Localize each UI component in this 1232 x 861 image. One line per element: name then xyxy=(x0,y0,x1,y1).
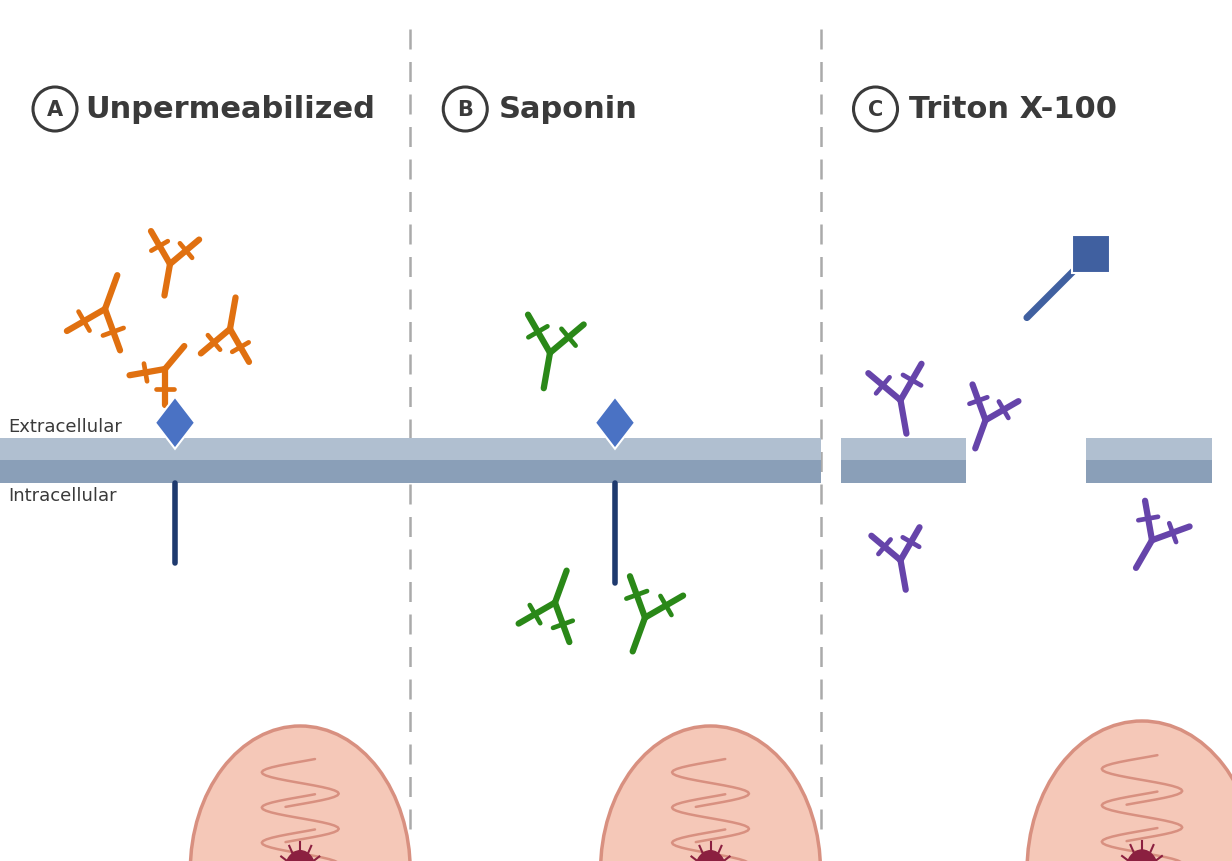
Ellipse shape xyxy=(695,851,726,861)
Bar xyxy=(410,438,821,461)
Ellipse shape xyxy=(1027,722,1232,861)
Polygon shape xyxy=(155,397,195,449)
Bar xyxy=(1072,236,1110,274)
Bar xyxy=(1087,461,1212,483)
Text: Unpermeabilized: Unpermeabilized xyxy=(85,96,375,124)
Ellipse shape xyxy=(600,726,821,861)
Bar xyxy=(0,438,410,461)
Text: C: C xyxy=(867,100,883,120)
Ellipse shape xyxy=(190,726,410,861)
Text: A: A xyxy=(47,100,63,120)
Ellipse shape xyxy=(285,851,315,861)
Bar xyxy=(840,461,966,483)
Bar xyxy=(0,461,410,483)
Text: B: B xyxy=(457,100,473,120)
Bar xyxy=(840,438,966,461)
Bar xyxy=(410,461,821,483)
Ellipse shape xyxy=(1126,850,1158,861)
Bar xyxy=(1087,438,1212,461)
Polygon shape xyxy=(595,397,634,449)
Text: Saponin: Saponin xyxy=(498,96,637,124)
Text: Triton X-100: Triton X-100 xyxy=(908,96,1116,124)
Text: Intracellular: Intracellular xyxy=(7,486,117,504)
Text: Extracellular: Extracellular xyxy=(7,418,122,436)
